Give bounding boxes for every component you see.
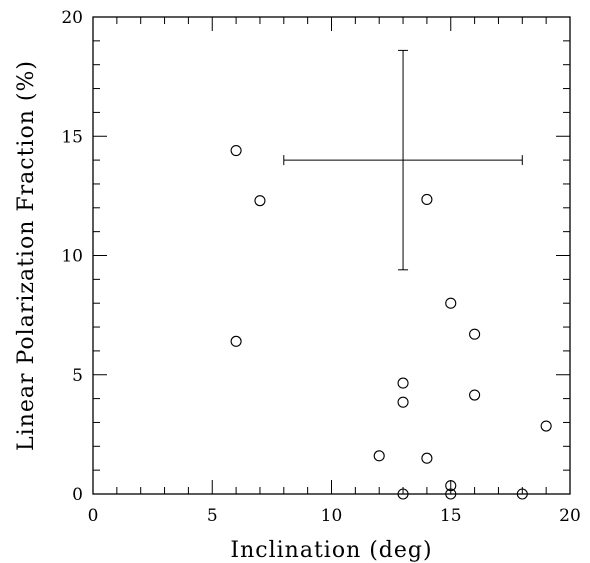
data-point [230,145,242,157]
data-point [445,480,457,492]
y-tick-label: 5 [72,366,83,386]
data-point [516,488,528,500]
data-point [230,335,242,347]
data-point [445,297,457,309]
data-point [469,328,481,340]
x-tick-label: 20 [559,506,581,526]
y-tick-label: 20 [61,8,83,28]
y-tick-label: 15 [61,127,83,147]
x-tick-label: 10 [321,506,343,526]
y-axis-label: Linear Polarization Fraction (%) [14,60,39,451]
x-tick-label: 15 [440,506,462,526]
data-point [421,193,433,206]
y-tick-labels: 0 5 10 15 20 [61,8,83,505]
data-point [254,195,266,207]
x-tick-label: 5 [207,506,218,526]
data-point [373,450,385,462]
x-tick-label: 0 [88,506,99,526]
data-point [445,488,457,500]
x-tick-labels: 0 5 10 15 20 [88,506,581,526]
data-point [397,377,409,389]
data-point [397,488,409,500]
x-axis-label: Inclination (deg) [230,538,432,563]
data-point [540,420,552,432]
y-tick-label: 10 [61,247,83,267]
data-point [421,452,433,464]
error-cross [283,49,523,271]
data-point [397,396,409,408]
data-points [230,145,552,500]
y-tick-label: 0 [72,485,83,505]
plot-frame [92,16,571,495]
data-point [469,389,481,401]
